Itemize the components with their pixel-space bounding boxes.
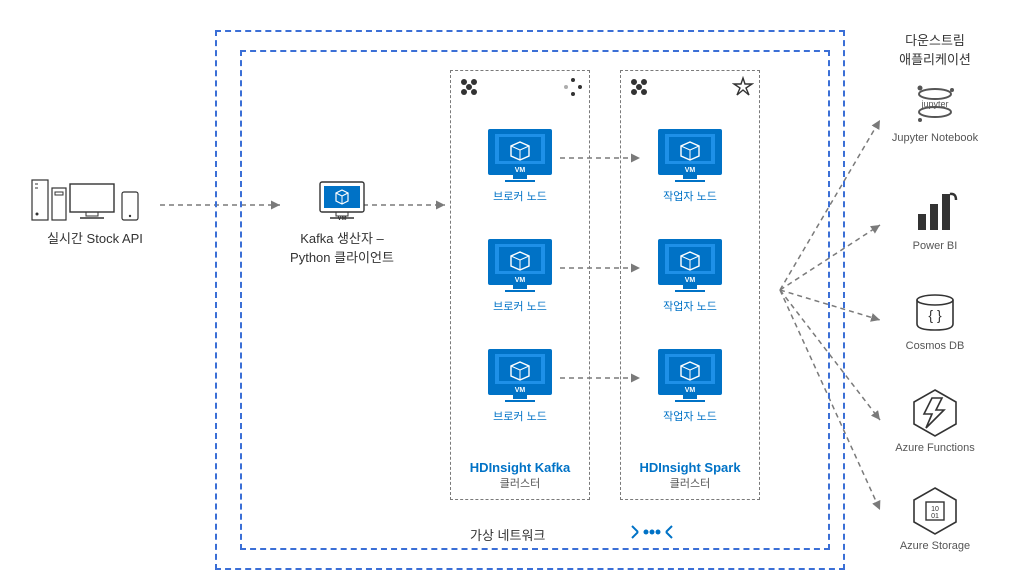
kafka-loading-icon (562, 76, 584, 98)
spark-node-2: VM 작업자 노드 (657, 238, 723, 314)
downstream-heading: 다운스트림 애플리케이션 (880, 30, 990, 68)
cluster-dots-icon-2 (628, 76, 652, 98)
functions-icon (910, 388, 960, 438)
svg-text:VM: VM (515, 167, 526, 174)
producer-line2: Python 클라이언트 (290, 247, 394, 266)
kafka-subtitle: 클러스터 (450, 475, 590, 491)
vm-node-icon: VM (487, 128, 553, 184)
devices-icon (30, 170, 150, 225)
kafka-node-3-label: 브로커 노드 (493, 408, 547, 424)
ds-powerbi: Power BI (885, 190, 985, 252)
kafka-node-3: VM 브로커 노드 (487, 348, 553, 424)
ds-jupyter-label: Jupyter Notebook (892, 132, 978, 144)
svg-text:VM: VM (685, 387, 696, 394)
vm-node-icon: VM (657, 348, 723, 404)
spark-node-3-label: 작업자 노드 (663, 408, 717, 424)
spark-title: HDInsight Spark (620, 460, 760, 475)
producer-line1: Kafka 생산자 – (300, 228, 384, 247)
svg-text:VM: VM (685, 277, 696, 284)
source-block: 실시간 Stock API (30, 170, 160, 247)
spark-subtitle: 클러스터 (620, 475, 760, 491)
kafka-node-2-label: 브로커 노드 (493, 298, 547, 314)
ds-functions-label: Azure Functions (895, 442, 974, 454)
svg-text:VM: VM (338, 216, 347, 222)
ds-storage: 10 01 Azure Storage (885, 486, 985, 552)
jupyter-icon: jupyter (910, 78, 960, 128)
kafka-title: HDInsight Kafka (450, 460, 590, 475)
svg-text:jupyter: jupyter (920, 99, 948, 109)
producer-block: VM Kafka 생산자 – Python 클라이언트 (282, 180, 402, 266)
source-label: 실시간 Stock API (30, 228, 160, 247)
kafka-node-2: VM 브로커 노드 (487, 238, 553, 314)
svg-text:01: 01 (931, 513, 939, 520)
spark-node-1-label: 작업자 노드 (663, 188, 717, 204)
downstream-h1: 다운스트림 (880, 30, 990, 49)
ds-functions: Azure Functions (885, 388, 985, 454)
spark-star-icon (732, 76, 754, 98)
ds-cosmos-label: Cosmos DB (906, 340, 965, 352)
powerbi-icon (910, 190, 960, 236)
kafka-node-1: VM 브로커 노드 (487, 128, 553, 204)
spark-node-3: VM 작업자 노드 (657, 348, 723, 424)
svg-text:10: 10 (931, 506, 939, 513)
spark-node-1: VM 작업자 노드 (657, 128, 723, 204)
spark-cluster-title-block: HDInsight Spark 클러스터 (620, 460, 760, 491)
kafka-cluster-title-block: HDInsight Kafka 클러스터 (450, 460, 590, 491)
downstream-h2: 애플리케이션 (880, 49, 990, 68)
ds-cosmos: { } Cosmos DB (885, 290, 985, 352)
vm-node-icon: VM (487, 238, 553, 294)
kafka-node-1-label: 브로커 노드 (493, 188, 547, 204)
ds-powerbi-label: Power BI (913, 240, 958, 252)
svg-text:VM: VM (515, 277, 526, 284)
vnet-label: 가상 네트워크 (470, 525, 545, 544)
vm-icon: VM (318, 180, 366, 222)
vm-node-icon: VM (657, 128, 723, 184)
ds-storage-label: Azure Storage (900, 540, 970, 552)
vm-node-icon: VM (487, 348, 553, 404)
ds-jupyter: jupyter Jupyter Notebook (885, 78, 985, 144)
svg-text:{ }: { } (928, 307, 942, 323)
cluster-dots-icon (458, 76, 482, 98)
svg-text:VM: VM (515, 387, 526, 394)
storage-icon: 10 01 (910, 486, 960, 536)
vnet-icon (630, 520, 674, 544)
cosmosdb-icon: { } (910, 290, 960, 336)
vm-node-icon: VM (657, 238, 723, 294)
spark-node-2-label: 작업자 노드 (663, 298, 717, 314)
svg-text:VM: VM (685, 167, 696, 174)
